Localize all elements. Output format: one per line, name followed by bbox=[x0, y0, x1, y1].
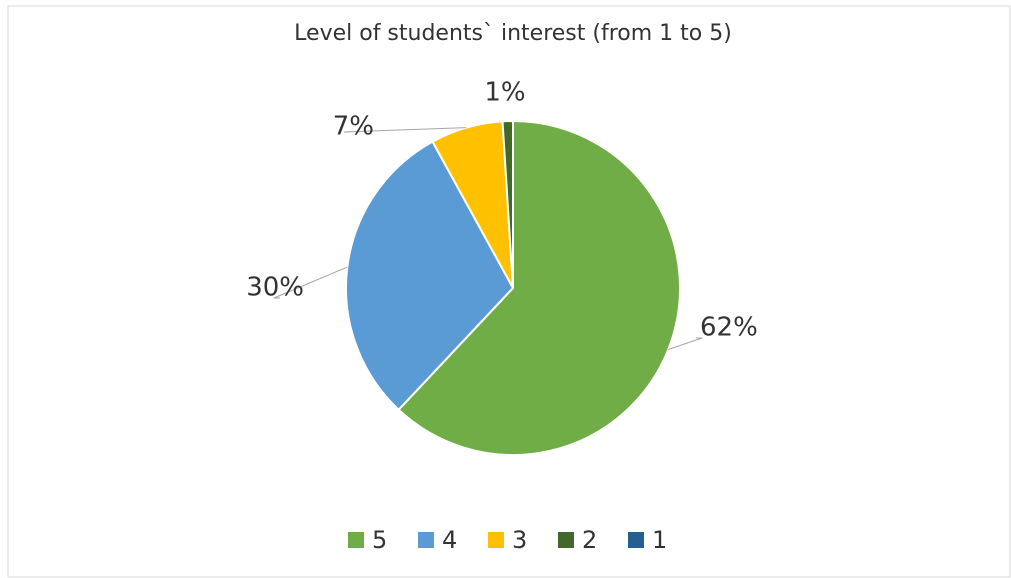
legend-label: 4 bbox=[442, 526, 457, 554]
pie-slice bbox=[501, 119, 514, 289]
leader-line bbox=[273, 266, 348, 299]
legend-label: 3 bbox=[512, 526, 527, 554]
pie-slice bbox=[397, 119, 681, 456]
legend-label: 5 bbox=[372, 526, 387, 554]
chart-title: Level of students` interest (from 1 to 5… bbox=[294, 21, 732, 46]
legend-swatch bbox=[558, 532, 574, 548]
leader-line bbox=[668, 337, 703, 350]
data-label: 62% bbox=[700, 313, 758, 343]
leader-line bbox=[343, 127, 467, 133]
legend-label: 2 bbox=[582, 526, 597, 554]
data-label: 7% bbox=[333, 112, 374, 142]
legend-swatch bbox=[348, 532, 364, 548]
data-label: 30% bbox=[246, 273, 304, 303]
legend-swatch bbox=[628, 532, 644, 548]
legend-label: 1 bbox=[652, 526, 667, 554]
legend-swatch bbox=[418, 532, 434, 548]
legend-swatch bbox=[488, 532, 504, 548]
data-label: 1% bbox=[484, 78, 525, 108]
